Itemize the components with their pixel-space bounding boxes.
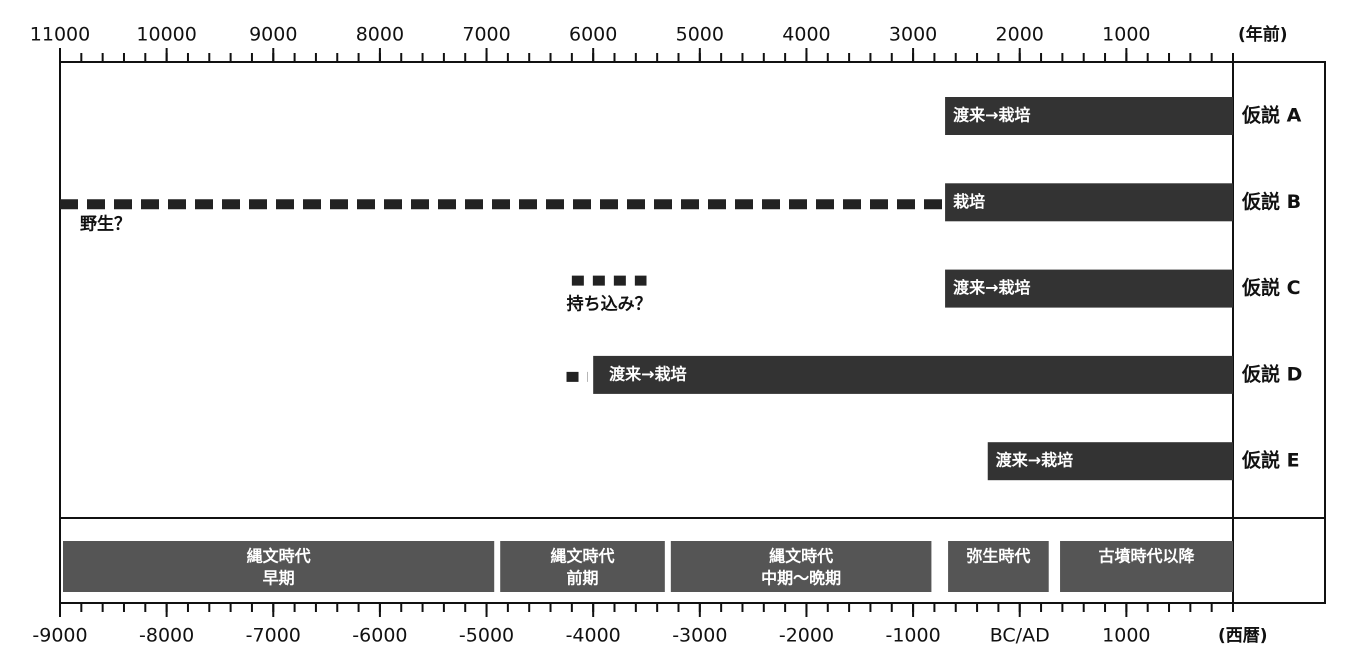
tick-label: -2000	[779, 625, 834, 647]
tick-label: 7000	[462, 24, 510, 46]
bar-label: 渡来→栽培	[996, 451, 1073, 470]
hypothesis-label: 仮説 B	[1241, 190, 1301, 213]
bar-label: 渡来→栽培	[953, 106, 1030, 125]
tick-label: -3000	[672, 625, 727, 647]
tick-label: 4000	[782, 24, 830, 46]
tick-label: -7000	[246, 625, 301, 647]
period-label: 早期	[263, 569, 295, 588]
period-label: 中期〜晩期	[761, 569, 841, 588]
tick-label: 11000	[30, 24, 90, 46]
bar	[945, 183, 1233, 222]
tick-label: BC/AD	[990, 625, 1050, 647]
period-label: 縄文時代	[551, 547, 615, 566]
dashed-label: 野生？	[80, 213, 131, 234]
tick-label: -1000	[885, 625, 940, 647]
top-unit: (年前)	[1238, 24, 1288, 45]
tick-label: 9000	[249, 24, 297, 46]
period-label: 古墳時代以降	[1099, 547, 1196, 566]
bar-label: 渡来→栽培	[609, 364, 686, 383]
tick-label: -8000	[139, 625, 194, 647]
tick-label: 8000	[356, 24, 404, 46]
tick-label: 6000	[569, 24, 617, 46]
period	[1060, 541, 1233, 592]
tick-label: 1000	[1102, 24, 1150, 46]
dashed-label: 持ち込み？	[567, 294, 652, 315]
period	[670, 541, 932, 592]
period	[63, 541, 495, 592]
frame	[59, 61, 1326, 604]
period-label: 縄文時代	[247, 547, 311, 566]
tick-label: 1000	[1102, 625, 1150, 647]
period-label: 弥生時代	[966, 547, 1030, 566]
bar	[987, 442, 1233, 481]
bar-label: 栽培	[953, 192, 985, 211]
hypothesis-label: 仮説 D	[1241, 362, 1302, 385]
tick-label: 2000	[996, 24, 1044, 46]
hypothesis-label: 仮説 A	[1241, 104, 1302, 127]
period-label: 縄文時代	[769, 547, 833, 566]
tick-label: -9000	[32, 625, 87, 647]
bar	[945, 269, 1233, 308]
hypothesis-label: 仮説 C	[1241, 276, 1301, 299]
bar	[945, 97, 1233, 135]
bottom-unit: (西暦)	[1218, 626, 1268, 646]
period-label: 前期	[567, 569, 599, 588]
bar	[593, 355, 1233, 394]
tick-label: -5000	[459, 625, 514, 647]
hypothesis-label: 仮説 E	[1241, 449, 1300, 472]
tick-label: -4000	[566, 625, 621, 647]
bar-label: 渡来→栽培	[953, 278, 1030, 297]
tick-label: 5000	[676, 24, 724, 46]
tick-label: 3000	[889, 24, 937, 46]
tick-label: 10000	[136, 24, 196, 46]
tick-label: -6000	[352, 625, 407, 647]
period	[500, 541, 665, 592]
period	[948, 541, 1049, 592]
